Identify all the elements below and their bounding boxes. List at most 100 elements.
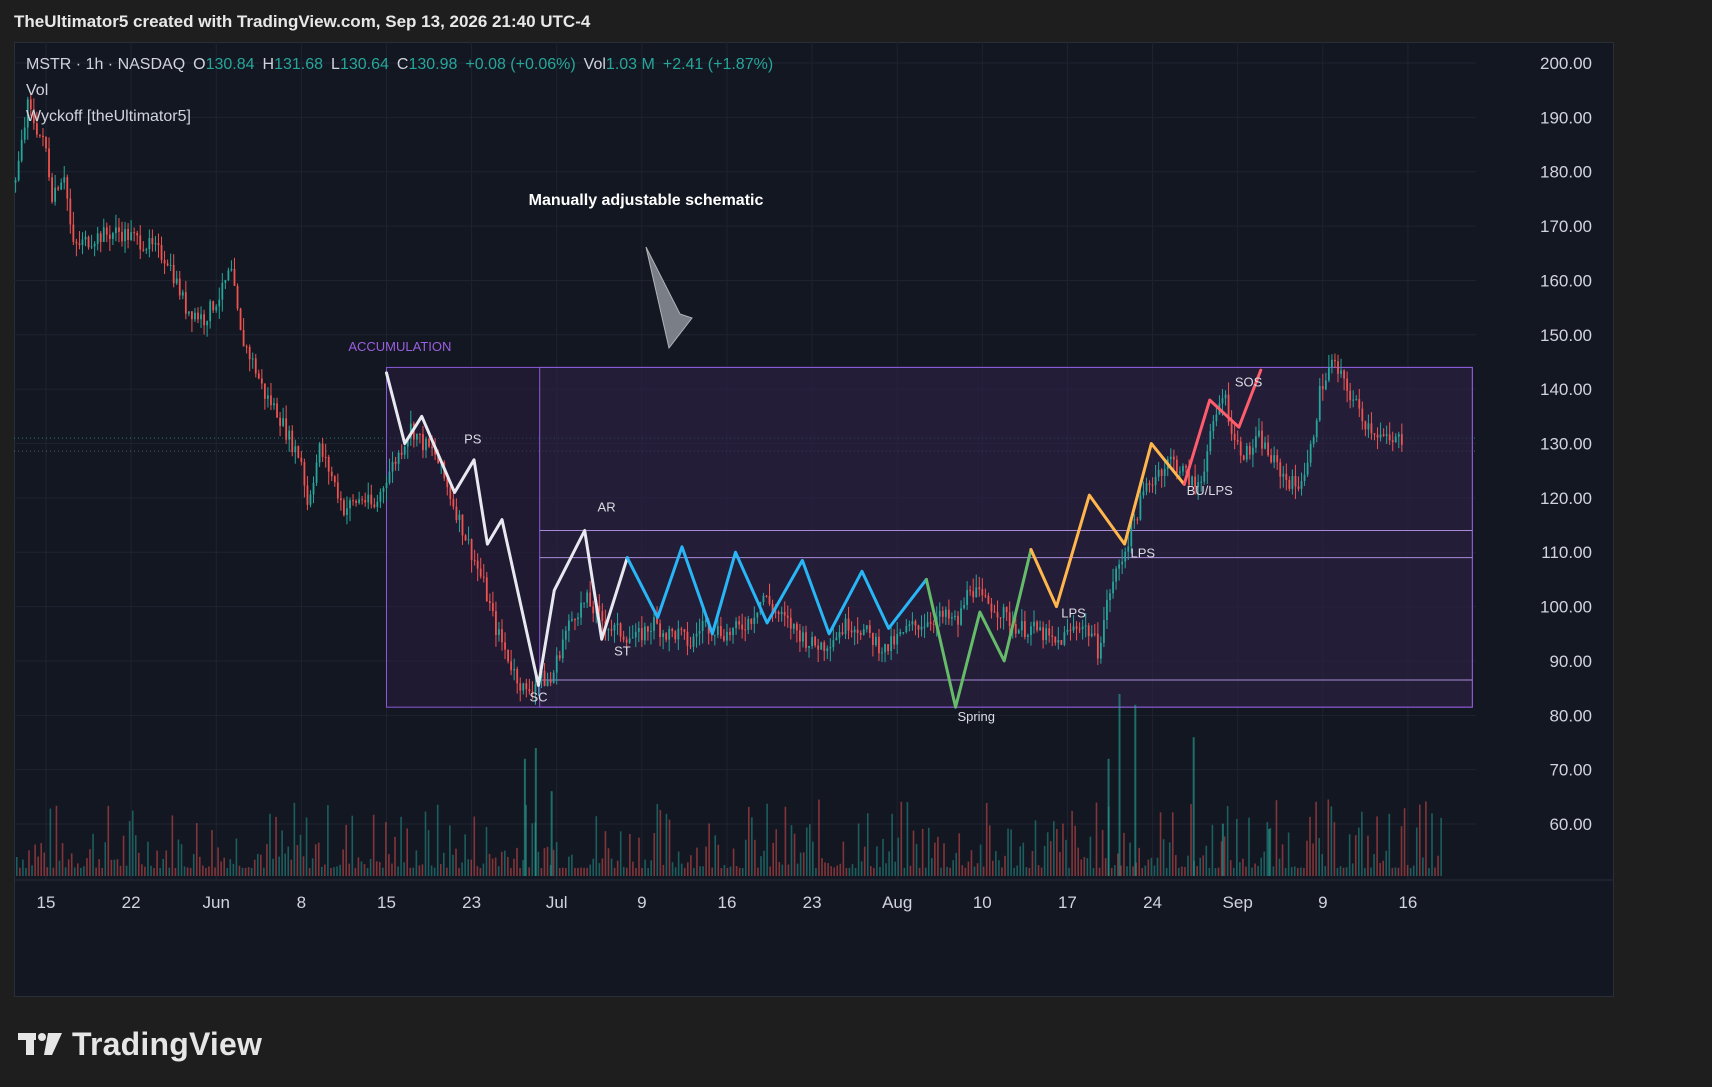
volume-bar (1040, 867, 1043, 876)
volume-bar (711, 867, 713, 876)
volume-bar (784, 806, 787, 876)
volume-bar (1409, 867, 1412, 876)
wyckoff-swing-green[interactable] (924, 548, 1033, 709)
volume-bar (903, 867, 906, 876)
volume-indicator-row[interactable]: Vol (26, 78, 773, 104)
volume-bar (1192, 737, 1195, 876)
volume-indicator-label[interactable]: Vol (26, 82, 49, 99)
volume-bar (653, 833, 656, 876)
candle-body (856, 629, 859, 633)
volume-bar (199, 856, 201, 876)
wyckoff-label[interactable]: SC (529, 690, 547, 705)
candle-body (631, 637, 634, 639)
wyckoff-swing-orange[interactable] (1029, 442, 1186, 609)
wyckoff-label[interactable]: Spring (957, 709, 995, 724)
candle-body (498, 629, 500, 635)
candle-body (482, 576, 485, 578)
wyckoff-label[interactable]: ST (614, 644, 631, 659)
candle-body (598, 605, 601, 612)
wyckoff-swing-cyan[interactable] (625, 545, 928, 636)
wyckoff-label[interactable]: LPS (1061, 605, 1086, 620)
volume-bar (766, 803, 768, 876)
volume-bar (375, 861, 378, 876)
candle-body (683, 629, 686, 632)
volume-bar (241, 867, 244, 876)
wyckoff-indicator-row[interactable]: Wyckoff [theUltimator5] (26, 104, 773, 130)
symbol-label[interactable]: MSTR · 1h · NASDAQ (26, 56, 186, 73)
candle-body (96, 233, 99, 244)
candle-body (1175, 459, 1178, 473)
schematic-annotation[interactable]: Manually adjustable schematic (529, 192, 764, 209)
wyckoff-label[interactable]: SOS (1235, 374, 1263, 389)
volume-bar (1217, 867, 1220, 876)
volume-bar (223, 857, 225, 876)
volume-bar (561, 867, 564, 876)
volume-bar (1428, 867, 1430, 876)
candle-body (613, 624, 616, 631)
volume-bar (876, 846, 878, 876)
close-label: C (396, 56, 409, 73)
low-label: L (331, 56, 340, 73)
candle-body (1258, 430, 1260, 437)
price-tick-label: 90.00 (1549, 652, 1592, 671)
candle-body (996, 612, 999, 618)
volume-bar (269, 813, 271, 876)
wyckoff-label[interactable]: BU/LPS (1187, 483, 1234, 498)
candle-body (543, 670, 546, 686)
wyckoff-label[interactable]: AR (598, 499, 616, 514)
accumulation-box[interactable] (385, 366, 1473, 708)
volume-bar (189, 867, 192, 876)
volume-bar (860, 861, 863, 876)
candle-body (686, 631, 689, 646)
volume-bar (174, 867, 177, 876)
volume-bar (790, 825, 793, 876)
candle-body (531, 691, 534, 693)
candle-body (680, 628, 683, 630)
candle-body (850, 630, 853, 633)
candle-body (674, 631, 677, 640)
volume-bar (150, 865, 152, 876)
volume-bar (976, 863, 979, 876)
wyckoff-label[interactable]: LPS (1131, 546, 1156, 561)
volume-bar (116, 859, 119, 876)
candle-body (127, 229, 129, 240)
candle-body (1376, 434, 1379, 438)
candle-body (105, 227, 108, 235)
volume-bar (772, 842, 774, 876)
candle-body (191, 311, 193, 320)
ohlc-legend-row[interactable]: MSTR · 1h · NASDAQ O 130.84 H 131.68 L 130.… (26, 52, 773, 78)
volume-bar (1303, 867, 1305, 876)
wyckoff-label[interactable]: PS (464, 432, 482, 447)
candle-body (1154, 476, 1157, 486)
volume-bar (1077, 847, 1079, 876)
volume-bar (796, 863, 799, 876)
wyckoff-indicator-label[interactable]: Wyckoff [theUltimator5] (26, 108, 191, 125)
candle-body (771, 603, 774, 612)
candle-body (871, 632, 874, 645)
candle-body (1370, 423, 1373, 434)
wyckoff-swing-red[interactable] (1182, 368, 1263, 486)
wyckoff-swing-white[interactable] (384, 371, 629, 687)
candle-body (875, 636, 877, 645)
candle-body (525, 683, 528, 690)
candle-body (501, 629, 503, 643)
candle-body (1394, 436, 1397, 443)
price-tick-label: 130.00 (1540, 435, 1592, 454)
volume-bar (839, 863, 842, 876)
annotation-arrow[interactable] (645, 246, 693, 350)
candle-body (577, 617, 579, 620)
volume-bar (287, 846, 290, 876)
volume-bar (580, 867, 582, 876)
volume-bar (815, 867, 817, 876)
volume-bar (1214, 867, 1217, 876)
time-axis: 15 22 Jun 8 15 23 Jul 9 16 23 Aug 10 17 24 Sep 9 16 (37, 893, 1418, 912)
candle-body (84, 236, 87, 240)
wyckoff-label[interactable]: ACCUMULATION (348, 339, 451, 354)
volume-bar (452, 854, 454, 876)
volume-bar (778, 862, 781, 876)
volume-bar (787, 864, 790, 876)
candle-body (495, 611, 497, 635)
volume-bar (92, 833, 94, 876)
volume-bar (1184, 866, 1186, 876)
